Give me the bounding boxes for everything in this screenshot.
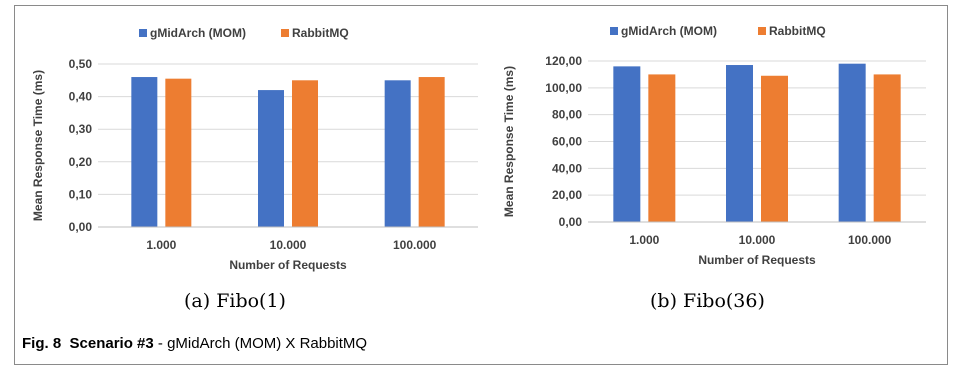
chart-fibo-36: gMidArch (MOM) RabbitMQ 0,00 20,00 40,00 60,0… [502, 24, 926, 267]
caption-text: - gMidArch (MOM) X RabbitMQ [153, 335, 368, 352]
y-tick-label: 80,00 [552, 108, 582, 122]
y-tick-label: 0,40 [69, 90, 93, 104]
x-tick-label: 10.000 [739, 233, 776, 247]
figure-frame [14, 5, 948, 365]
legend-swatch-2 [281, 29, 289, 37]
y-tick-label: 40,00 [552, 161, 582, 175]
bar-2-3 [418, 77, 445, 227]
figure-caption: Fig. 8 Scenario #3 - gMidArch (MOM) X Ra… [22, 335, 367, 352]
x-tick-label: 100.000 [848, 233, 892, 247]
y-tick-label: 0,50 [69, 57, 93, 71]
y-tick-label: 60,00 [552, 135, 582, 149]
y-axis-title: Mean Response Time (ms) [31, 70, 45, 221]
y-tick-label: 0,10 [69, 187, 93, 201]
subcaption-b: (b) Fibo(36) [650, 290, 765, 312]
chart-fibo-1: gMidArch (MOM) RabbitMQ 0,00 0,10 0,20 0,30 0,… [31, 26, 478, 272]
x-tick-label: 100.000 [393, 238, 437, 252]
legend-swatch-1 [139, 29, 147, 37]
legend-label-1: gMidArch (MOM) [621, 24, 717, 38]
legend-swatch-1 [610, 27, 618, 35]
bar-1-1 [613, 66, 641, 222]
legend-label-2: RabbitMQ [769, 24, 826, 38]
y-tick-label: 0,00 [559, 215, 583, 229]
y-axis-title: Mean Response Time (ms) [502, 66, 516, 217]
caption-label: Fig. 8 [22, 335, 62, 352]
bar-2-2 [292, 80, 318, 227]
legend-swatch-2 [758, 27, 766, 35]
y-tick-label: 100,00 [545, 81, 582, 95]
legend-label-1: gMidArch (MOM) [150, 26, 246, 40]
x-axis-title: Number of Requests [698, 253, 816, 267]
x-tick-label: 10.000 [270, 238, 307, 252]
bar-2-1 [648, 74, 676, 223]
x-axis-title: Number of Requests [229, 258, 347, 272]
caption-scenario: Scenario #3 [69, 335, 154, 352]
legend-label-2: RabbitMQ [292, 26, 349, 40]
y-tick-label: 120,00 [545, 54, 582, 68]
subcaption-a: (a) Fibo(1) [184, 290, 286, 312]
y-tick-label: 0,20 [69, 155, 93, 169]
bar-1-2 [726, 65, 753, 223]
x-tick-label: 1.000 [146, 238, 176, 252]
bar-1-1 [131, 77, 158, 227]
y-tick-label: 0,30 [69, 122, 93, 136]
bar-2-2 [761, 75, 788, 222]
bar-1-2 [258, 90, 284, 227]
bar-2-3 [873, 74, 901, 223]
y-tick-label: 20,00 [552, 188, 582, 202]
bar-1-3 [384, 80, 411, 227]
x-tick-label: 1.000 [629, 233, 659, 247]
y-tick-label: 0,00 [69, 220, 93, 234]
bar-1-3 [838, 63, 866, 222]
bar-2-1 [165, 78, 192, 227]
